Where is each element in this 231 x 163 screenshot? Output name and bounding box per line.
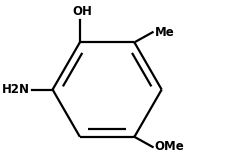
Text: OMe: OMe (155, 140, 184, 153)
Text: H2N: H2N (2, 83, 30, 96)
Text: OH: OH (72, 5, 92, 18)
Text: Me: Me (155, 26, 174, 39)
